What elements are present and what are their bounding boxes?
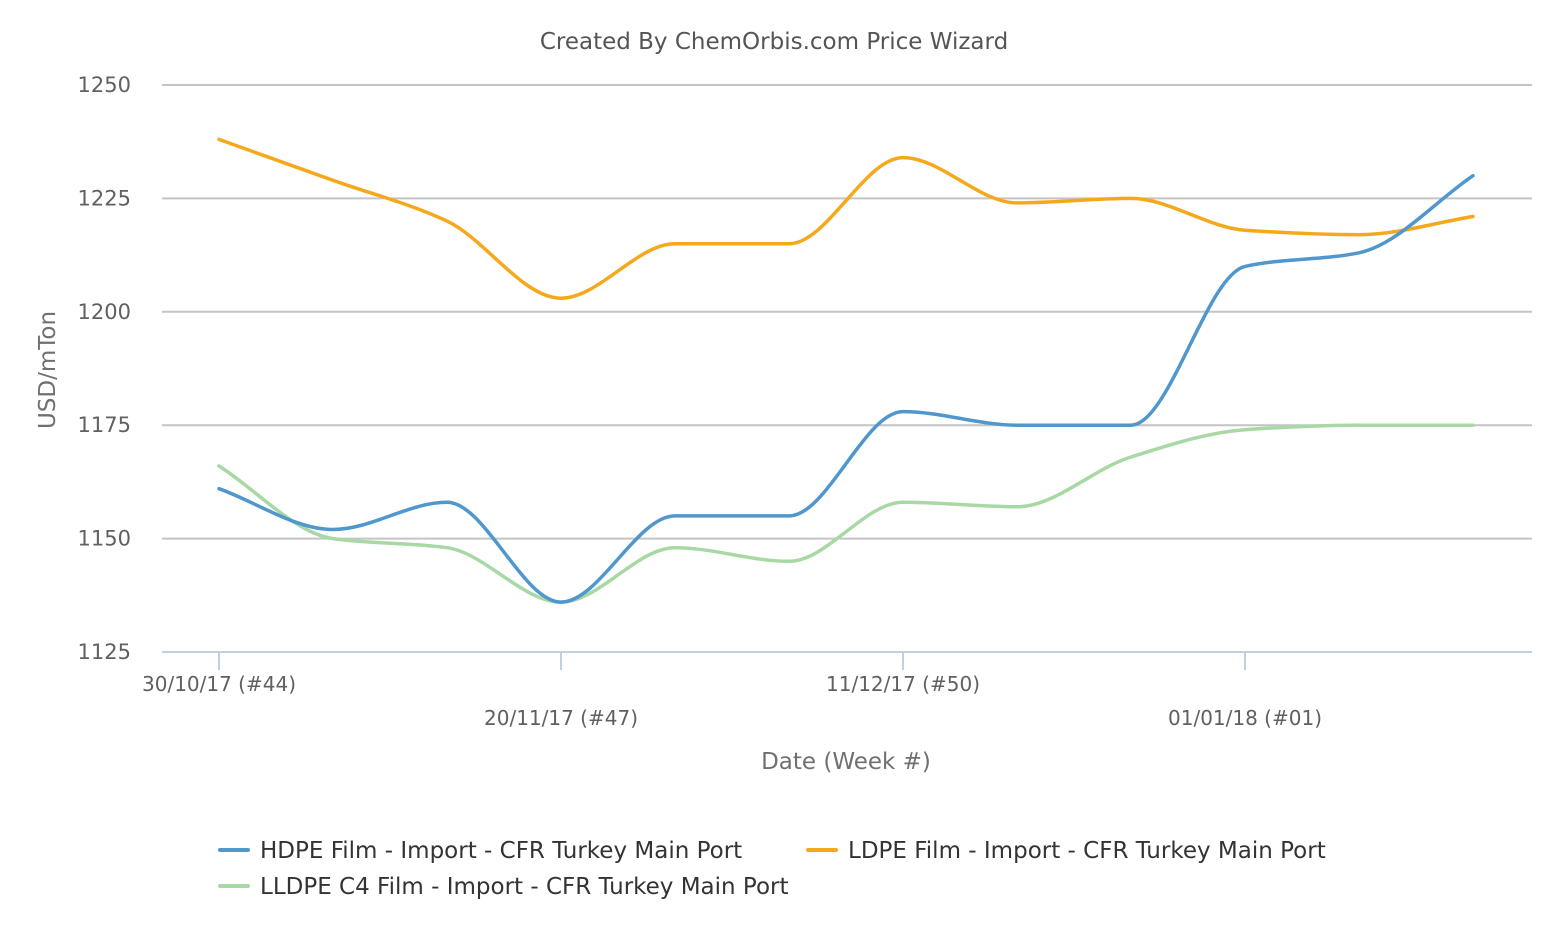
legend-item[interactable]: LDPE Film - Import - CFR Turkey Main Por… [806,838,1326,864]
y-tick-label: 1125 [78,640,131,664]
legend-item[interactable]: LLDPE C4 Film - Import - CFR Turkey Main… [218,874,789,900]
chart-title: Created By ChemOrbis.com Price Wizard [540,29,1008,55]
legend-item[interactable]: HDPE Film - Import - CFR Turkey Main Por… [218,838,742,864]
legend: HDPE Film - Import - CFR Turkey Main Por… [218,838,1326,900]
x-tick-label: 20/11/17 (#47) [484,706,638,730]
series-line-2 [217,423,1475,604]
series-line-1 [217,137,1475,300]
y-tick-label: 1225 [78,186,131,210]
legend-label: LLDPE C4 Film - Import - CFR Turkey Main… [260,874,789,900]
legend-label: HDPE Film - Import - CFR Turkey Main Por… [260,838,742,864]
y-axis-label: USD/mTon [35,311,61,429]
legend-label: LDPE Film - Import - CFR Turkey Main Por… [848,838,1326,864]
y-tick-label: 1200 [78,300,131,324]
series-lines [217,137,1475,604]
x-axis: 30/10/17 (#44) 20/11/17 (#47) 11/12/17 (#5… [142,651,1532,730]
gridlines [162,84,1532,540]
y-axis-ticks: 1125 1150 1175 1200 1225 1250 [78,73,131,664]
x-tick-label: 30/10/17 (#44) [142,672,296,696]
y-tick-label: 1150 [78,527,131,551]
series-line-0 [217,173,1475,604]
x-axis-label: Date (Week #) [761,749,931,775]
y-tick-label: 1175 [78,413,131,437]
x-tick-label: 11/12/17 (#50) [826,672,980,696]
x-tick-label: 01/01/18 (#01) [1168,706,1322,730]
y-tick-label: 1250 [78,73,131,97]
